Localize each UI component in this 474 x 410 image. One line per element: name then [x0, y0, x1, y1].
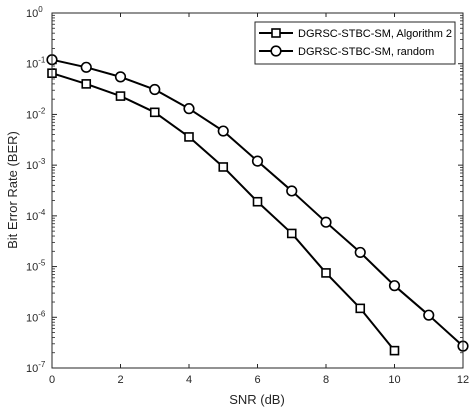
- data-point-circle: [423, 309, 435, 321]
- series-2: [46, 54, 469, 352]
- legend-marker-circle: [270, 45, 282, 57]
- data-point-circle: [354, 246, 366, 259]
- ticks-layer: 0 2 4 6 8 10 12 10-7 10-6 10-5 10-4 10-3 10-2 10-1 100: [26, 5, 469, 386]
- data-point-circle: [114, 71, 127, 83]
- y-tick-label: 10-2: [26, 106, 46, 121]
- legend-box: [254, 21, 456, 65]
- x-tick-label: 12: [457, 374, 469, 386]
- data-point-square: [355, 303, 366, 314]
- data-point-square: [81, 79, 92, 89]
- plot-frame: [51, 12, 464, 369]
- legend-label-2: DGRSC-STBC-SM, random: [298, 46, 434, 58]
- series-1: [47, 68, 400, 356]
- x-axis-label: SNR (dB): [229, 392, 285, 407]
- y-tick-label: 10-4: [26, 208, 46, 223]
- x-tick-label: 6: [254, 374, 260, 386]
- x-tick-label: 0: [49, 374, 55, 386]
- data-point-circle: [217, 125, 229, 137]
- data-point-square: [149, 107, 160, 118]
- y-tick-label: 10-6: [26, 309, 46, 324]
- x-tick-label: 4: [186, 374, 192, 386]
- data-point-circle: [320, 216, 332, 228]
- data-point-square: [218, 162, 229, 172]
- y-tick-label: 10-7: [26, 360, 46, 375]
- data-point-circle: [149, 83, 161, 96]
- data-point-square: [286, 228, 297, 239]
- x-tick-label: 8: [323, 374, 329, 386]
- series-line: [51, 72, 396, 352]
- data-point-circle: [388, 280, 401, 292]
- data-point-circle: [251, 155, 264, 167]
- legend-marker-square: [271, 28, 281, 38]
- y-tick-label: 10-5: [26, 259, 46, 274]
- data-point-square: [321, 268, 331, 278]
- series-layer: [46, 54, 469, 356]
- y-tick-label: 10-1: [26, 56, 46, 71]
- legend-label-1: DGRSC-STBC-SM, Algorithm 2: [298, 28, 452, 40]
- data-point-square: [389, 345, 400, 356]
- legend: DGRSC-STBC-SM, Algorithm 2 DGRSC-STBC-SM…: [254, 21, 456, 65]
- data-point-circle: [183, 103, 195, 115]
- data-point-circle: [286, 185, 298, 197]
- data-point-square: [115, 91, 126, 101]
- y-tick-label: 100: [26, 5, 43, 20]
- data-point-circle: [80, 61, 92, 73]
- y-axis-label: Bit Error Rate (BER): [5, 131, 20, 249]
- x-tick-label: 2: [117, 374, 123, 386]
- data-point-square: [252, 196, 263, 207]
- x-tick-label: 10: [388, 374, 400, 386]
- data-point-square: [184, 132, 194, 142]
- y-tick-label: 10-3: [26, 157, 46, 172]
